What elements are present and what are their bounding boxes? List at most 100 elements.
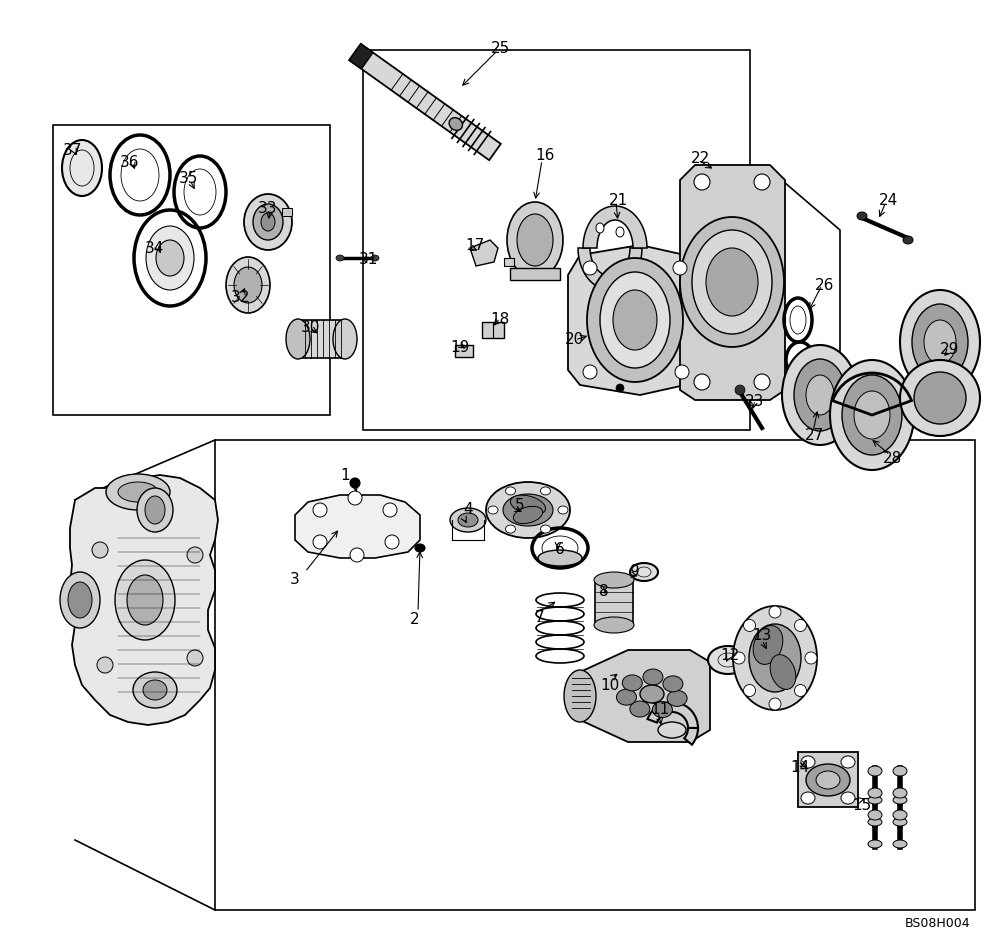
Ellipse shape: [510, 495, 546, 515]
Text: 20: 20: [565, 333, 585, 348]
Ellipse shape: [868, 840, 882, 848]
Ellipse shape: [115, 560, 175, 640]
Ellipse shape: [137, 488, 173, 532]
Text: 2: 2: [410, 612, 420, 628]
Ellipse shape: [744, 684, 756, 697]
Ellipse shape: [841, 792, 855, 804]
Text: 1: 1: [340, 467, 350, 483]
Ellipse shape: [622, 675, 642, 691]
Ellipse shape: [503, 494, 553, 526]
Ellipse shape: [133, 672, 177, 708]
Ellipse shape: [754, 374, 770, 390]
Ellipse shape: [594, 617, 634, 633]
Ellipse shape: [156, 240, 184, 276]
Ellipse shape: [801, 756, 815, 768]
Ellipse shape: [313, 535, 327, 549]
Text: 35: 35: [178, 171, 198, 186]
Bar: [510, 268, 560, 280]
Ellipse shape: [143, 680, 167, 700]
Ellipse shape: [733, 606, 817, 710]
Ellipse shape: [630, 701, 650, 717]
Text: 28: 28: [882, 450, 902, 465]
Ellipse shape: [900, 360, 980, 436]
Text: 34: 34: [145, 241, 165, 256]
Ellipse shape: [900, 290, 980, 394]
Ellipse shape: [652, 702, 672, 718]
Text: 11: 11: [650, 702, 670, 718]
Text: 15: 15: [852, 797, 872, 812]
Ellipse shape: [692, 230, 772, 334]
Ellipse shape: [313, 503, 327, 517]
Ellipse shape: [794, 684, 806, 697]
Ellipse shape: [805, 652, 817, 664]
Text: 14: 14: [790, 760, 810, 775]
Ellipse shape: [616, 689, 636, 705]
Text: 16: 16: [535, 148, 555, 162]
Text: 13: 13: [752, 628, 772, 643]
Ellipse shape: [106, 474, 170, 510]
Polygon shape: [583, 206, 647, 248]
Ellipse shape: [506, 525, 516, 533]
Ellipse shape: [127, 575, 163, 625]
Text: 6: 6: [555, 542, 565, 557]
Text: BS08H004: BS08H004: [904, 917, 970, 930]
Ellipse shape: [893, 810, 907, 820]
Polygon shape: [70, 475, 218, 725]
Text: 23: 23: [745, 394, 765, 410]
Text: 12: 12: [720, 647, 740, 663]
Polygon shape: [215, 440, 975, 910]
Ellipse shape: [594, 572, 634, 588]
Ellipse shape: [458, 513, 478, 527]
Bar: [455, 345, 473, 357]
Text: 31: 31: [358, 252, 378, 267]
Ellipse shape: [893, 788, 907, 798]
Ellipse shape: [893, 818, 907, 826]
Text: 3: 3: [290, 573, 300, 588]
Text: 5: 5: [515, 498, 525, 513]
Ellipse shape: [806, 764, 850, 796]
Ellipse shape: [336, 255, 344, 261]
Ellipse shape: [118, 482, 158, 502]
Ellipse shape: [924, 320, 956, 364]
Ellipse shape: [675, 365, 689, 379]
Ellipse shape: [830, 360, 914, 470]
Ellipse shape: [735, 385, 745, 395]
Ellipse shape: [371, 255, 379, 261]
Bar: [798, 752, 858, 807]
Ellipse shape: [583, 365, 597, 379]
Ellipse shape: [540, 487, 550, 495]
Ellipse shape: [769, 698, 781, 710]
Ellipse shape: [450, 508, 486, 532]
Text: 9: 9: [630, 564, 640, 579]
Text: 18: 18: [490, 313, 510, 327]
Ellipse shape: [694, 374, 710, 390]
Ellipse shape: [385, 535, 399, 549]
Ellipse shape: [770, 655, 796, 689]
Text: 21: 21: [608, 192, 628, 208]
Ellipse shape: [663, 676, 683, 692]
Text: 37: 37: [62, 142, 82, 157]
Polygon shape: [363, 50, 750, 430]
Ellipse shape: [868, 818, 882, 826]
Ellipse shape: [749, 624, 801, 692]
Ellipse shape: [782, 345, 858, 445]
Ellipse shape: [348, 491, 362, 505]
Bar: [595, 580, 633, 625]
Ellipse shape: [187, 650, 203, 666]
Ellipse shape: [538, 550, 582, 566]
Ellipse shape: [333, 319, 357, 359]
Ellipse shape: [769, 606, 781, 618]
Ellipse shape: [449, 118, 462, 131]
Ellipse shape: [261, 213, 275, 231]
Ellipse shape: [616, 384, 624, 392]
Ellipse shape: [708, 646, 748, 674]
Text: 33: 33: [258, 200, 278, 215]
Ellipse shape: [513, 506, 543, 523]
Ellipse shape: [187, 547, 203, 563]
Text: 32: 32: [230, 290, 250, 305]
Polygon shape: [298, 320, 345, 358]
Ellipse shape: [841, 756, 855, 768]
Polygon shape: [349, 44, 501, 160]
Ellipse shape: [350, 478, 360, 488]
Ellipse shape: [507, 202, 563, 278]
